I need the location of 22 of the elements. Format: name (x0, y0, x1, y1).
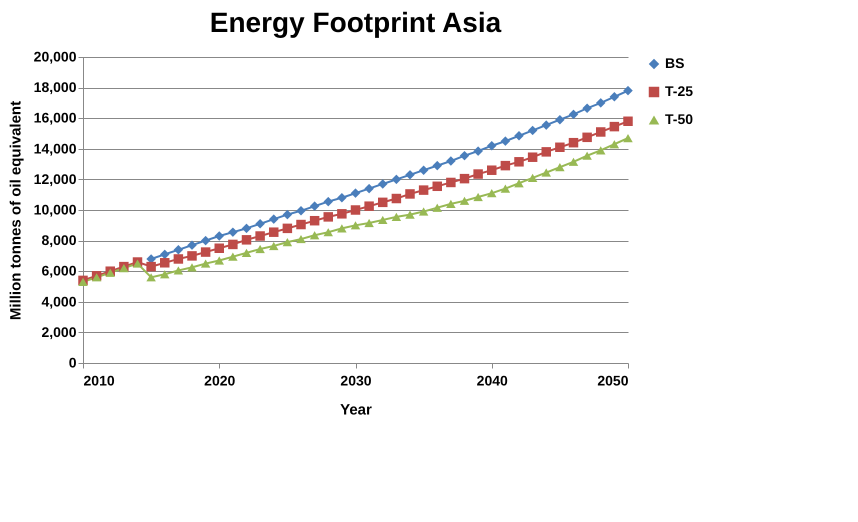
x-tick-label: 2050 (597, 372, 629, 388)
y-tick-label: 14,000 (34, 140, 77, 156)
legend-label: BS (665, 55, 684, 71)
y-tick-label: 18,000 (34, 79, 77, 96)
x-axis-title: Year (340, 402, 372, 418)
y-tick-label: 6,000 (41, 262, 77, 279)
legend-label: T-25 (665, 83, 694, 99)
legend-label: T-50 (665, 111, 694, 127)
y-tick-label: 20,000 (34, 48, 77, 64)
y-tick-label: 8,000 (41, 232, 77, 248)
x-tick-label: 2030 (340, 372, 372, 388)
x-tick-label: 2010 (84, 372, 115, 388)
x-tick-label: 2020 (204, 372, 236, 388)
y-axis-title: Million tonnes of oil equivalent (8, 100, 25, 320)
y-tick-label: 0 (68, 354, 77, 370)
y-tick-label: 12,000 (34, 170, 77, 187)
y-tick-label: 10,000 (34, 202, 77, 218)
x-tick-label: 2040 (476, 372, 508, 388)
y-tick-label: 16,000 (34, 110, 77, 126)
y-tick-label: 2,000 (41, 324, 77, 340)
chart-title: Energy Footprint Asia (210, 7, 502, 38)
y-tick-label: 4,000 (41, 293, 77, 310)
